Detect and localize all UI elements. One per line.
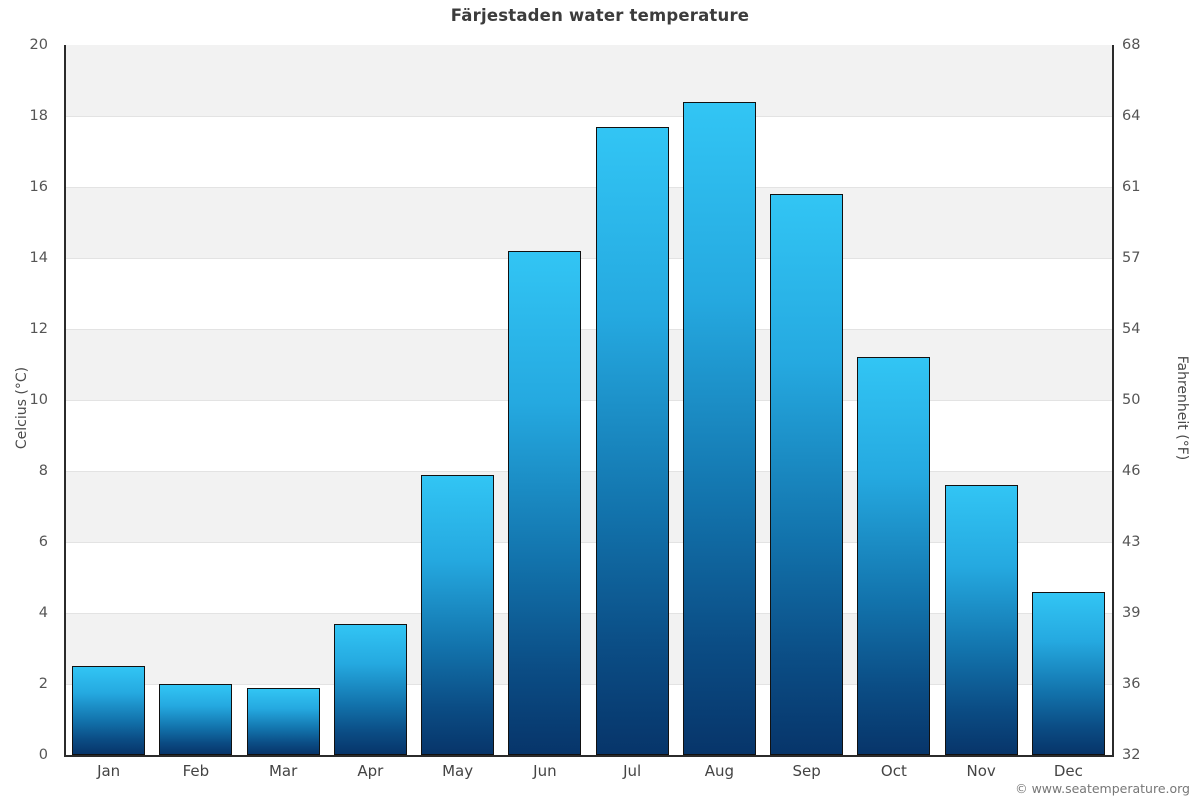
y-tick-right-label: 68	[1122, 37, 1141, 53]
bar-jun[interactable]	[508, 250, 582, 755]
gridline	[65, 471, 1112, 472]
y-tick-right-label: 46	[1122, 463, 1141, 479]
y-tick-left-label: 12	[29, 321, 48, 337]
x-tick-label-aug: Aug	[704, 762, 735, 780]
gridline	[65, 116, 1112, 117]
plot-band	[65, 329, 1112, 400]
y-axis-right-spine	[1112, 45, 1114, 756]
bar-mar[interactable]	[246, 687, 320, 755]
x-tick-label-oct: Oct	[880, 762, 907, 780]
plot-band	[65, 613, 1112, 684]
y-tick-right-label: 54	[1122, 321, 1141, 337]
bar-jan[interactable]	[72, 666, 146, 755]
y-axis-left-title: Celcius (°C)	[14, 366, 30, 450]
y-tick-right-label: 64	[1122, 108, 1141, 124]
y-tick-right-label: 43	[1122, 534, 1141, 550]
x-tick-label-nov: Nov	[966, 762, 996, 780]
x-tick-label-dec: Dec	[1053, 762, 1083, 780]
x-tick-label-jan: Jan	[97, 762, 121, 780]
bar-nov[interactable]	[944, 485, 1018, 755]
bar-apr[interactable]	[333, 623, 407, 755]
gridline	[65, 258, 1112, 259]
y-tick-left-label: 8	[38, 463, 48, 479]
y-tick-left-label: 6	[38, 534, 48, 550]
x-tick-label-jun: Jun	[533, 762, 557, 780]
bar-dec[interactable]	[1031, 591, 1105, 755]
x-tick-label-sep: Sep	[792, 762, 821, 780]
gridline	[65, 613, 1112, 614]
x-tick-label-mar: Mar	[268, 762, 298, 780]
footer-credit: © www.seatemperature.org	[1015, 781, 1190, 796]
x-tick-label-jul: Jul	[623, 762, 642, 780]
gridline	[65, 187, 1112, 188]
chart-title: Färjestaden water temperature	[450, 6, 750, 25]
y-tick-right-label: 39	[1122, 605, 1141, 621]
plot-band	[65, 45, 1112, 116]
y-tick-left-label: 4	[38, 605, 48, 621]
y-tick-left-label: 0	[38, 747, 48, 763]
y-tick-right-label: 50	[1122, 392, 1141, 408]
bar-jul[interactable]	[595, 126, 669, 755]
y-tick-left-label: 16	[29, 179, 48, 195]
plot-area	[65, 45, 1112, 755]
x-tick-label-feb: Feb	[182, 762, 210, 780]
y-axis-left-spine	[64, 45, 66, 756]
gridline	[65, 684, 1112, 685]
x-tick-label-apr: Apr	[357, 762, 384, 780]
y-tick-right-label: 32	[1122, 747, 1141, 763]
bar-aug[interactable]	[682, 101, 756, 755]
y-tick-right-label: 61	[1122, 179, 1141, 195]
y-tick-left-label: 18	[29, 108, 48, 124]
gridline	[65, 329, 1112, 330]
x-tick-label-may: May	[442, 762, 474, 780]
y-tick-left-label: 14	[29, 250, 48, 266]
bars-layer	[65, 45, 1112, 755]
plot-band	[65, 187, 1112, 258]
y-tick-left-label: 2	[38, 676, 48, 692]
gridline	[65, 400, 1112, 401]
bar-may[interactable]	[421, 474, 495, 755]
y-tick-left-label: 10	[29, 392, 48, 408]
bar-oct[interactable]	[857, 357, 931, 755]
bar-sep[interactable]	[770, 194, 844, 755]
y-axis-right-title: Fahrenheit (°F)	[1174, 355, 1190, 461]
x-axis-spine	[64, 755, 1114, 757]
y-tick-left-label: 20	[29, 37, 48, 53]
plot-band	[65, 471, 1112, 542]
y-tick-right-label: 36	[1122, 676, 1141, 692]
bar-feb[interactable]	[159, 684, 233, 755]
gridline	[65, 542, 1112, 543]
y-tick-right-label: 57	[1122, 250, 1141, 266]
